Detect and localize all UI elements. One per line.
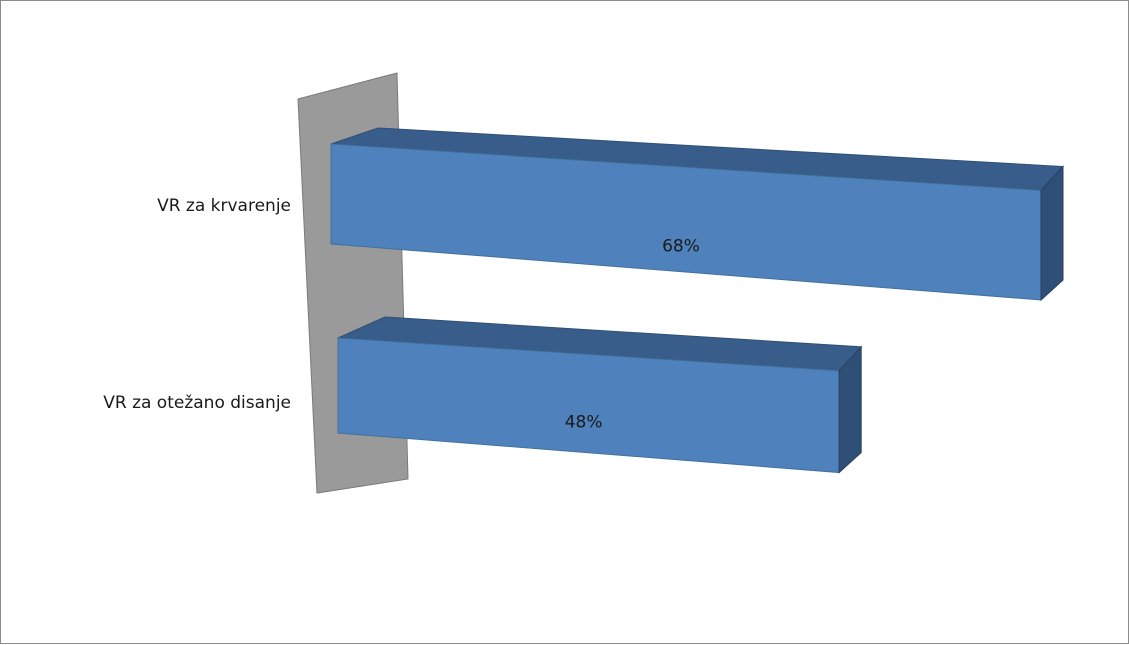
bar-side-2 <box>838 345 862 474</box>
bar-side-1 <box>1040 165 1064 302</box>
category-label-1: VR za krvarenje <box>157 196 291 216</box>
data-label-1: 68% <box>662 236 700 256</box>
data-label-2: 48% <box>565 413 603 433</box>
category-label-2: VR za otežano disanje <box>103 393 291 413</box>
